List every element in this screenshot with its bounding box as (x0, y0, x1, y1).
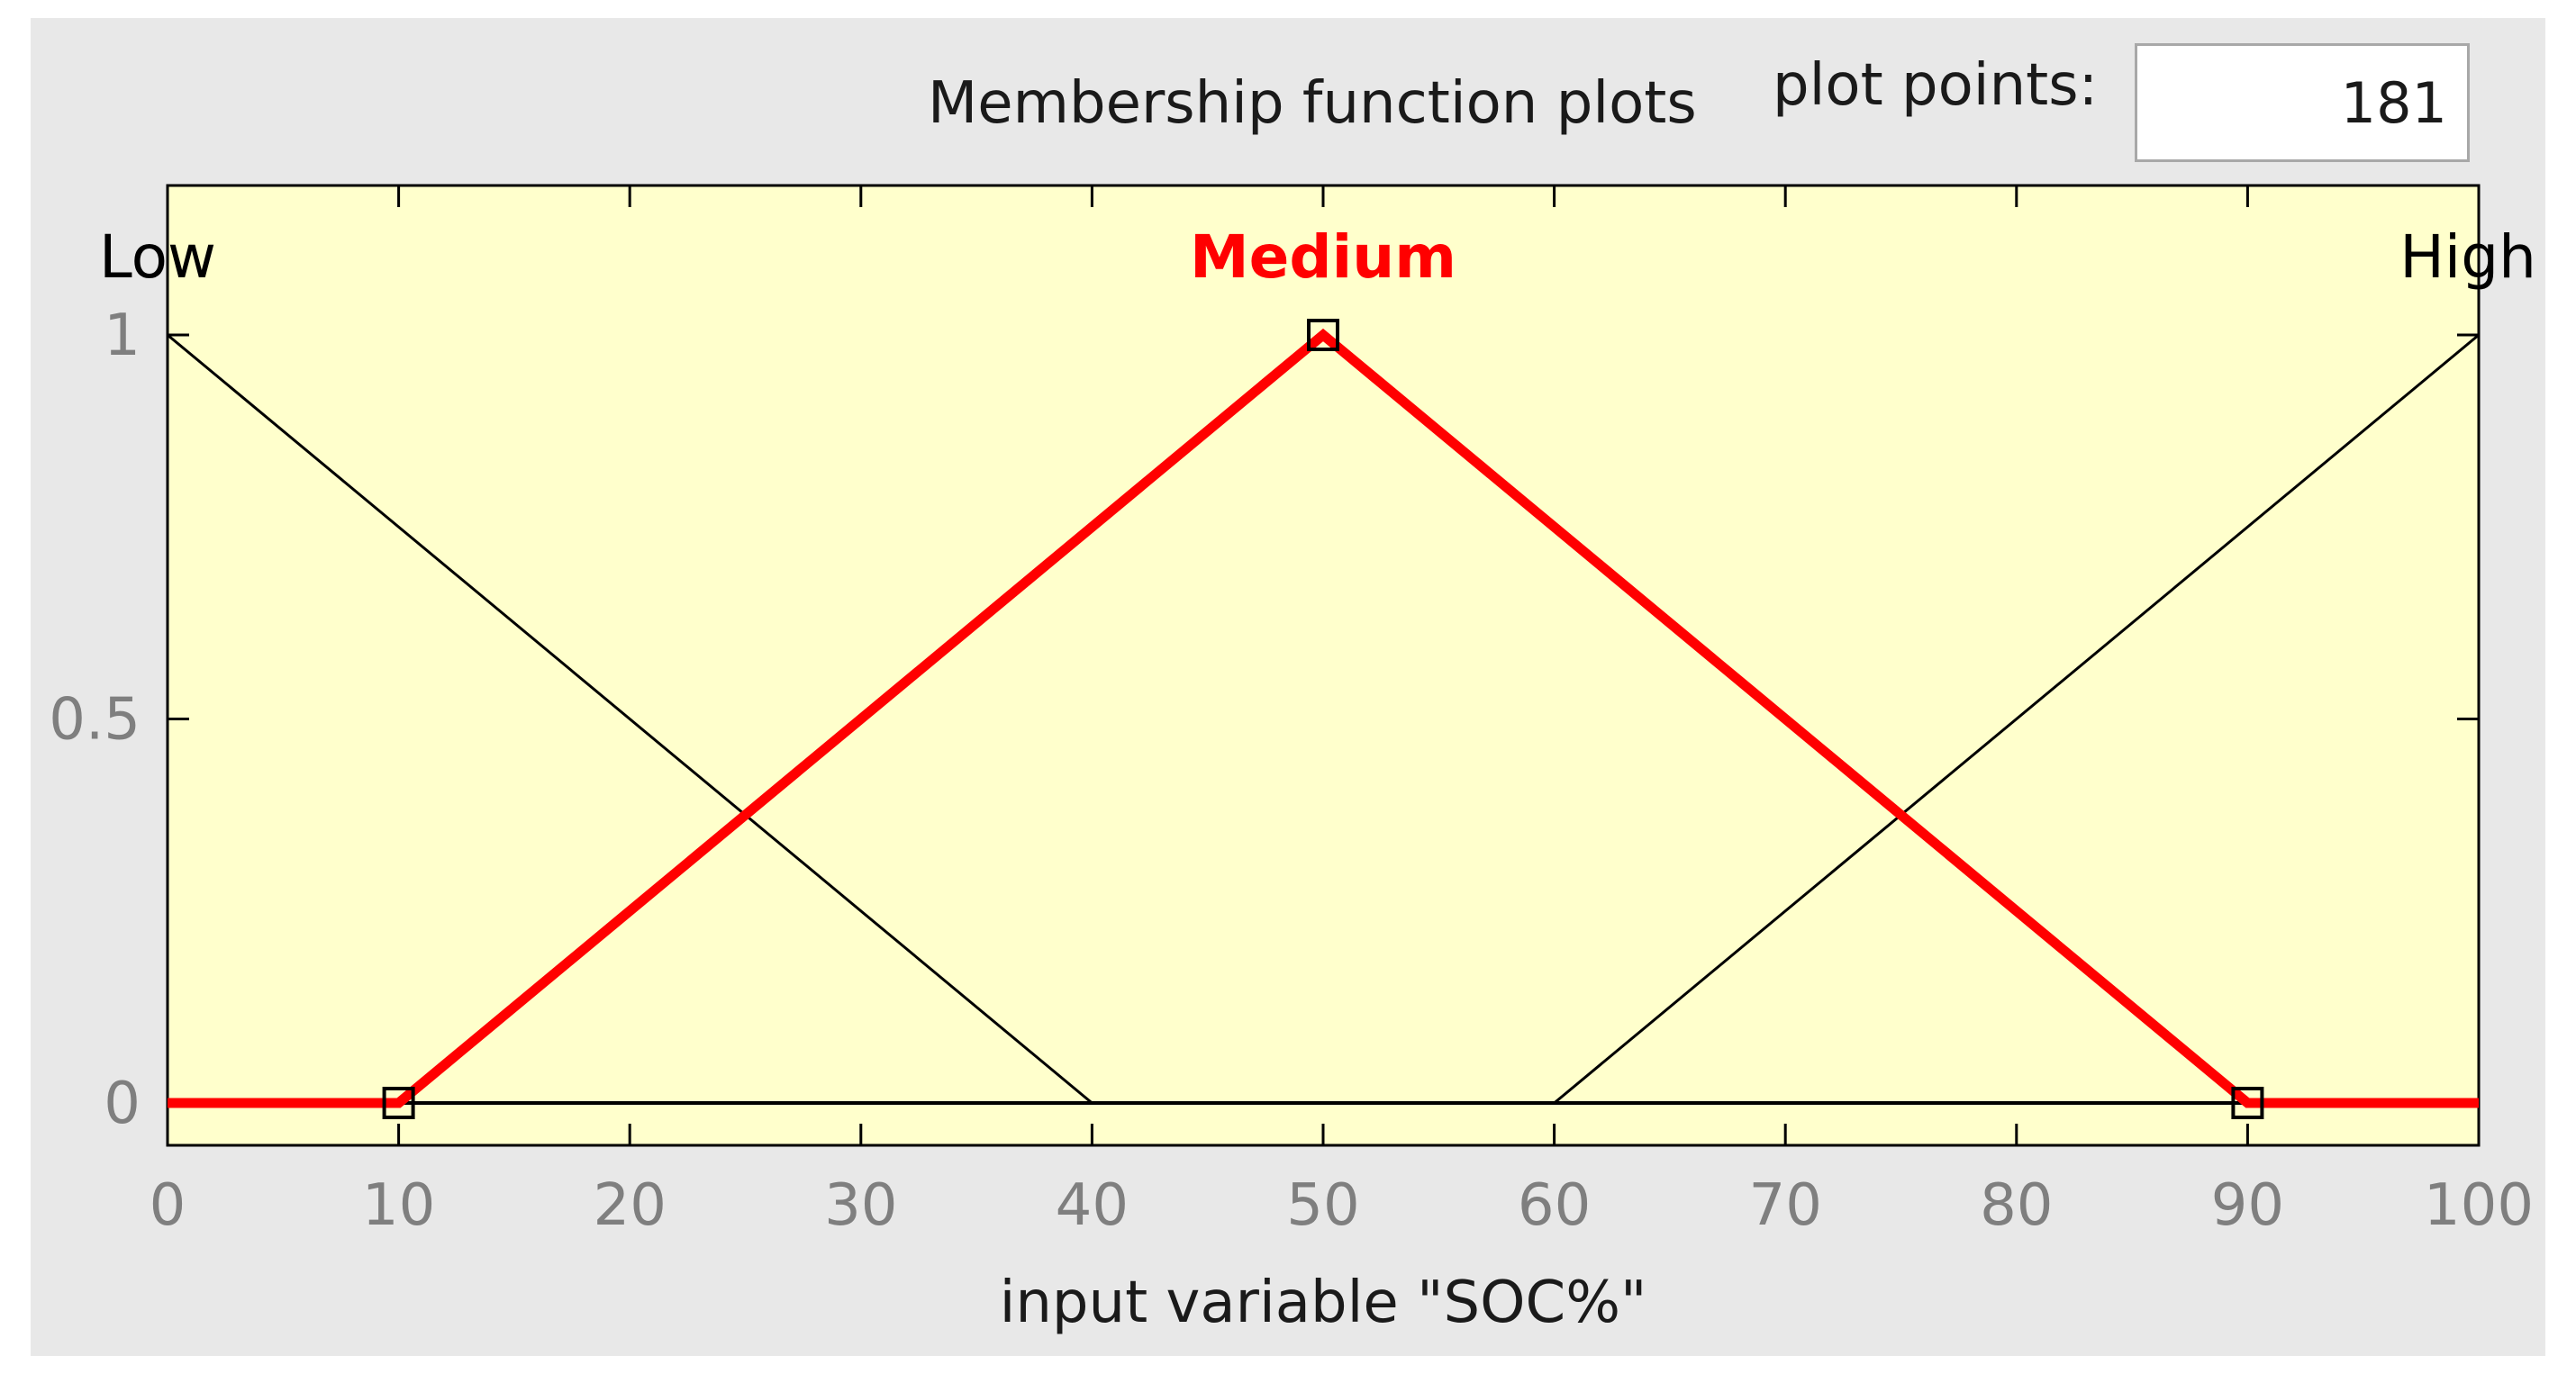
mf-handle[interactable] (1307, 319, 1339, 351)
plot-points-input[interactable] (2135, 43, 2470, 162)
mf-label-medium[interactable]: Medium (1190, 222, 1456, 292)
mf-label-high[interactable]: High (2399, 222, 2536, 292)
plot-points-label: plot points: (1773, 52, 2099, 119)
mf-labels[interactable]: Low High Medium (99, 222, 2536, 292)
y-tick-label: 0.5 (49, 687, 141, 754)
plot-header-title: Membership function plots (928, 70, 1697, 137)
y-tick-label: 0 (104, 1071, 141, 1137)
x-tick-label: 90 (2211, 1172, 2284, 1239)
x-tick-label: 70 (1748, 1172, 1821, 1239)
x-tick-label: 50 (1286, 1172, 1359, 1239)
x-tick-label: 0 (150, 1172, 186, 1239)
mf-handle[interactable] (2231, 1087, 2264, 1119)
x-tick-label: 30 (824, 1172, 897, 1239)
mf-handle[interactable] (382, 1087, 415, 1119)
mf-curve-high[interactable] (168, 333, 2480, 1105)
x-tick-label: 40 (1056, 1172, 1129, 1239)
membership-curves[interactable] (167, 328, 2480, 1108)
x-tick-label: 20 (593, 1172, 666, 1239)
mf-label-low[interactable]: Low (99, 222, 216, 292)
x-tick-label: 100 (2424, 1172, 2534, 1239)
tick-labels: 0 10 20 30 40 50 60 70 80 90 100 0 0.5 1 (49, 303, 2534, 1239)
plot-area[interactable] (166, 184, 2481, 1147)
x-axis-label: input variable "SOC%" (1000, 1270, 1647, 1336)
y-tick-label: 1 (104, 303, 141, 369)
x-tick-label: 80 (1980, 1172, 2053, 1239)
x-tick-label: 60 (1518, 1172, 1591, 1239)
x-tick-label: 10 (362, 1172, 435, 1239)
curve-handles[interactable] (382, 319, 2264, 1119)
mf-curve-medium[interactable] (168, 328, 2479, 1108)
